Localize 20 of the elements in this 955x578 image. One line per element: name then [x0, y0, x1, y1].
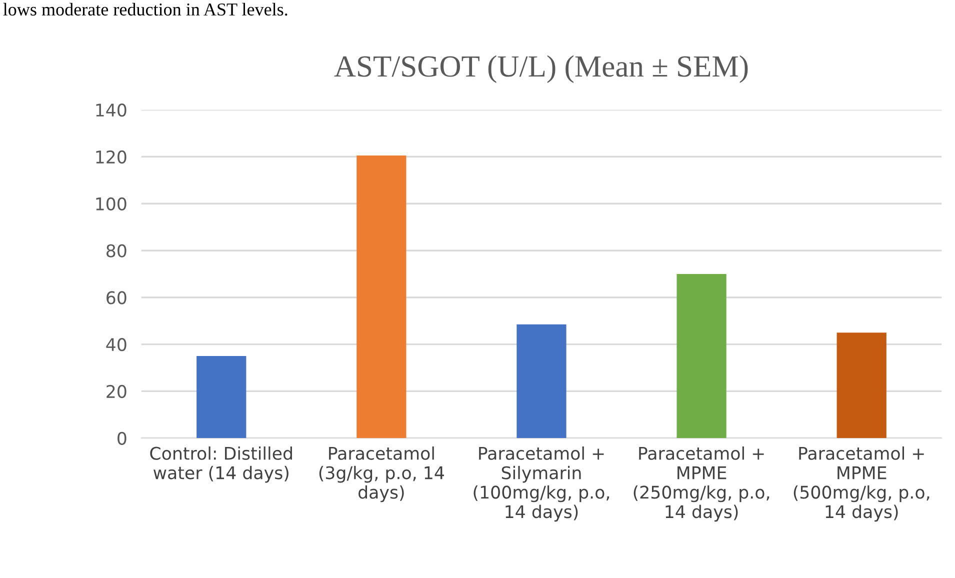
y-tick-label: 60 — [106, 291, 126, 304]
x-tick-label: Paracetamol + MPME (500mg/kg, p.o, 14 days) — [794, 446, 930, 522]
y-tick-label: 80 — [106, 244, 126, 258]
y-tick-label: 140 — [96, 104, 126, 117]
y-tick-label: 0 — [118, 432, 126, 445]
x-tick-label: Control: Distilled water (14 days) — [150, 446, 292, 483]
y-tick-label: 120 — [96, 150, 126, 164]
y-tick-label: 40 — [106, 338, 126, 352]
text: lows moderate reduction in AST levels. — [3, 2, 288, 16]
y-tick-label: 20 — [106, 384, 126, 398]
bar — [196, 356, 246, 438]
x-tick-label: Paracetamol + Silymarin (100mg/kg, p.o, 14 days) — [474, 446, 610, 522]
y-tick-label: 100 — [96, 197, 126, 210]
bar — [676, 274, 726, 438]
bar — [356, 156, 406, 438]
bar — [516, 324, 566, 438]
bar — [836, 332, 886, 438]
x-tick-label: Paracetamol (3g/kg, p.o, 14 days) — [319, 446, 444, 502]
x-tick-label: Paracetamol + MPME (250mg/kg, p.o, 14 days) — [634, 446, 770, 522]
chart-title: AST/SGOT (U/L) (Mean ± SEM) — [334, 55, 748, 83]
